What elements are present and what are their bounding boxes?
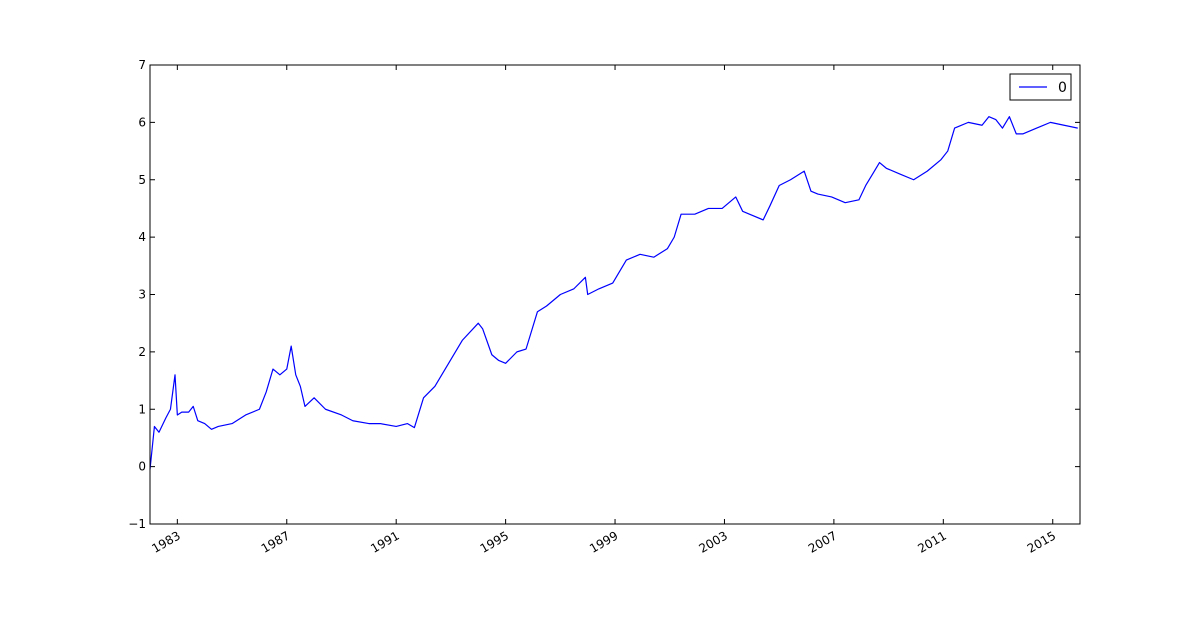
- y-tick-label: 7: [138, 58, 146, 72]
- x-tick-label: 2011: [915, 528, 948, 555]
- axis-ticks: [150, 64, 1080, 525]
- plot-frame: [149, 64, 1081, 525]
- x-tick-labels: 1983 1987 1991 1995 1999 2003 2007 2011 2015: [149, 528, 1058, 555]
- y-tick-label: −1: [128, 517, 146, 531]
- x-tick-label: 2007: [806, 528, 839, 555]
- legend-label: 0: [1058, 80, 1067, 96]
- y-tick-label: 3: [138, 288, 146, 302]
- y-tick-label: 5: [138, 173, 146, 187]
- series-line: [149, 116, 1078, 470]
- x-tick-label: 1999: [587, 528, 620, 555]
- y-tick-label: 6: [138, 115, 146, 129]
- legend: 0: [1009, 73, 1072, 101]
- x-tick-label: 1983: [149, 528, 182, 555]
- y-tick-label: 0: [138, 460, 146, 474]
- x-tick-label: 1995: [478, 528, 511, 555]
- plot-area: [150, 65, 1080, 524]
- y-tick-label: 2: [138, 345, 146, 359]
- x-tick-label: 2003: [697, 528, 730, 555]
- y-tick-labels: −1 0 1 2 3 4 5 6 7: [128, 58, 146, 531]
- x-tick-label: 2015: [1025, 528, 1058, 555]
- y-tick-label: 1: [138, 402, 146, 416]
- x-tick-label: 1987: [259, 528, 292, 555]
- y-tick-label: 4: [138, 230, 146, 244]
- x-tick-label: 1991: [368, 528, 401, 555]
